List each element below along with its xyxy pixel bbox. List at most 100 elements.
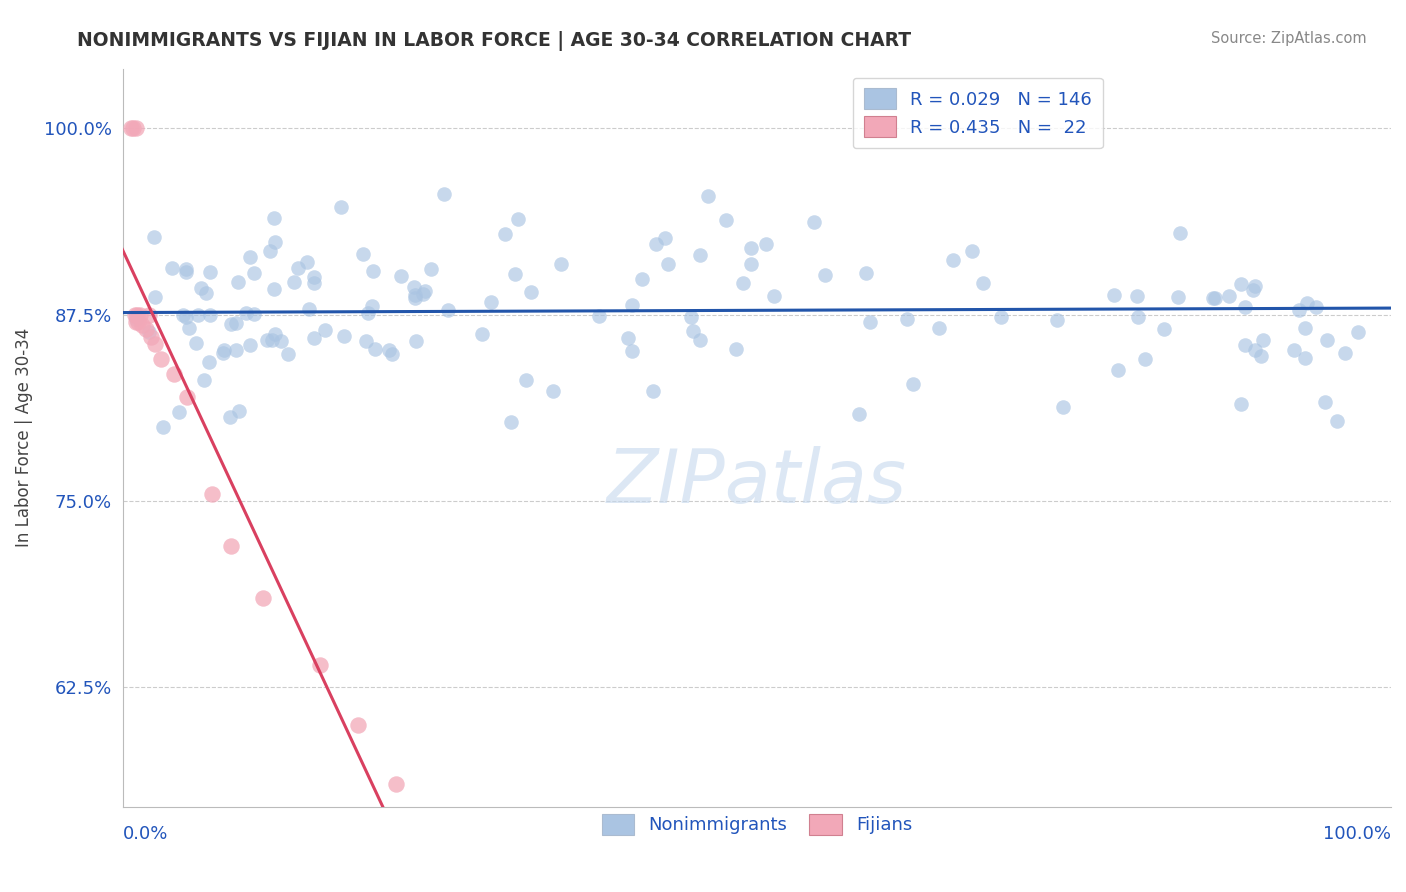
Point (302, 331, 325, 345)
Point (1244, 279, 1267, 293)
Point (404, 291, 426, 305)
Point (620, 343, 643, 358)
Point (221, 318, 243, 332)
Point (179, 321, 201, 335)
Point (1126, 289, 1149, 303)
Text: NONIMMIGRANTS VS FIJIAN IN LABOR FORCE | AGE 30-34 CORRELATION CHART: NONIMMIGRANTS VS FIJIAN IN LABOR FORCE |… (77, 31, 911, 51)
Point (620, 298, 643, 312)
Point (128, 308, 150, 322)
Point (139, 330, 162, 344)
Point (1296, 296, 1319, 310)
Point (235, 306, 257, 320)
Point (814, 268, 837, 283)
Point (413, 284, 436, 298)
Point (218, 409, 240, 424)
Point (120, 121, 142, 136)
Point (803, 215, 825, 229)
Point (1052, 401, 1074, 415)
Point (201, 486, 224, 500)
Point (198, 355, 221, 369)
Point (1333, 345, 1355, 359)
Point (1204, 291, 1226, 305)
Point (697, 189, 720, 203)
Point (256, 333, 278, 347)
Point (1326, 414, 1348, 428)
Point (127, 315, 149, 329)
Point (219, 539, 242, 553)
Point (654, 231, 676, 245)
Point (412, 286, 434, 301)
Point (1107, 362, 1129, 376)
Point (855, 266, 877, 280)
Point (193, 373, 215, 387)
Point (928, 321, 950, 335)
Point (941, 252, 963, 267)
Point (479, 295, 502, 310)
Point (494, 227, 516, 241)
Point (212, 345, 235, 359)
Point (198, 265, 221, 279)
Point (302, 269, 325, 284)
Point (1294, 320, 1316, 334)
Point (437, 302, 460, 317)
Point (138, 326, 160, 340)
Point (433, 186, 456, 201)
Point (143, 230, 166, 244)
Point (225, 316, 247, 330)
Point (1170, 226, 1192, 240)
Point (352, 247, 374, 261)
Text: 100.0%: 100.0% (1323, 824, 1391, 843)
Point (176, 262, 198, 277)
Point (588, 309, 610, 323)
Point (346, 717, 368, 731)
Point (404, 288, 426, 302)
Point (172, 308, 194, 322)
Point (645, 237, 668, 252)
Point (174, 265, 197, 279)
Point (122, 121, 145, 136)
Point (1167, 290, 1189, 304)
Point (361, 264, 384, 278)
Point (333, 328, 356, 343)
Point (990, 310, 1012, 324)
Point (550, 257, 572, 271)
Point (499, 415, 522, 429)
Point (378, 343, 401, 357)
Point (1233, 338, 1256, 352)
Point (1230, 277, 1253, 292)
Point (150, 352, 173, 367)
Point (187, 308, 209, 322)
Point (264, 326, 287, 341)
Point (381, 347, 404, 361)
Point (385, 777, 408, 791)
Point (263, 235, 285, 249)
Point (277, 347, 299, 361)
Point (226, 275, 249, 289)
Point (152, 420, 174, 434)
Point (360, 299, 382, 313)
Point (960, 244, 983, 258)
Point (740, 241, 762, 255)
Point (200, 308, 222, 322)
Point (143, 337, 166, 351)
Point (1244, 343, 1267, 357)
Point (1250, 349, 1272, 363)
Point (1347, 326, 1369, 340)
Point (859, 315, 882, 329)
Point (471, 327, 494, 342)
Point (263, 282, 285, 296)
Point (259, 244, 281, 258)
Point (314, 323, 336, 337)
Point (163, 368, 186, 382)
Point (212, 343, 235, 358)
Point (731, 276, 754, 290)
Point (1126, 310, 1149, 324)
Point (1230, 397, 1253, 411)
Point (1202, 291, 1225, 305)
Point (617, 331, 640, 345)
Point (364, 342, 387, 356)
Point (228, 404, 250, 418)
Point (420, 262, 443, 277)
Y-axis label: In Labor Force | Age 30-34: In Labor Force | Age 30-34 (15, 328, 32, 547)
Point (252, 591, 274, 605)
